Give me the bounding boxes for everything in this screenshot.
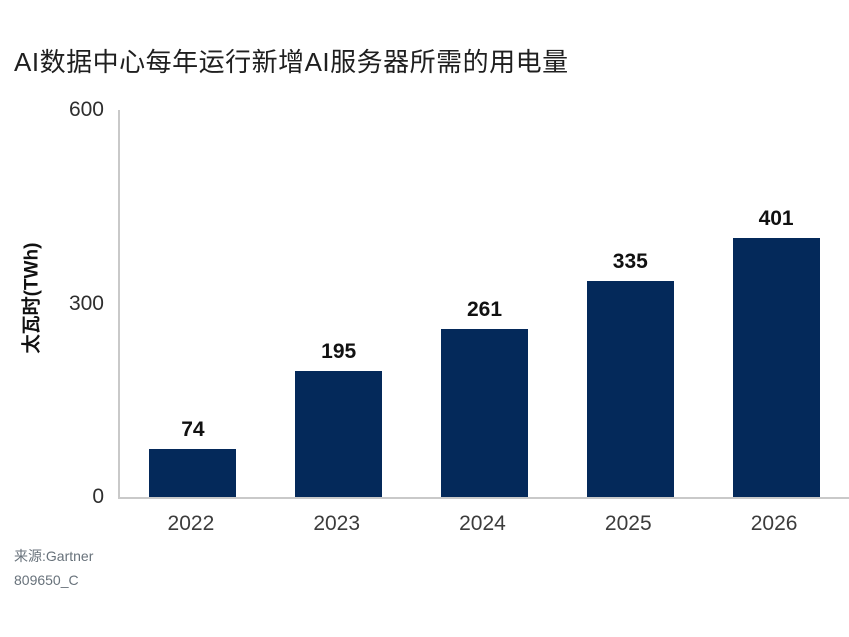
plot-area: 74 195 261 335 401 xyxy=(118,110,849,499)
bar-value-label: 195 xyxy=(321,340,357,364)
bar-group-2026: 401 xyxy=(703,208,849,497)
source-id: 809650_C xyxy=(14,571,79,588)
bar-2026 xyxy=(732,238,820,497)
x-label-2026: 2026 xyxy=(750,512,798,535)
y-tick-600: 600 xyxy=(68,98,104,121)
x-axis-labels: 2022 2023 2024 2025 2026 xyxy=(118,511,847,536)
chart-title: AI数据中心每年运行新增AI服务器所需的用电量 xyxy=(14,47,569,77)
y-tick-0: 0 xyxy=(92,485,104,508)
bar-value-label: 74 xyxy=(181,418,205,442)
x-label-2023: 2023 xyxy=(313,512,361,535)
bar-value-label: 401 xyxy=(758,207,794,231)
bar-2023 xyxy=(295,371,383,497)
bar-2022 xyxy=(149,449,237,497)
bar-value-label: 335 xyxy=(612,249,648,273)
bar-2025 xyxy=(586,280,674,497)
source-text: 来源:Gartner xyxy=(14,548,94,564)
bar-group-2022: 74 xyxy=(120,419,266,497)
bar-value-label: 261 xyxy=(466,297,503,321)
y-axis-ticks: 0 300 600 xyxy=(0,98,104,508)
x-label-2022: 2022 xyxy=(167,512,215,535)
y-tick-300: 300 xyxy=(68,291,104,315)
bar-group-2023: 195 xyxy=(266,341,412,497)
x-label-2024: 2024 xyxy=(459,512,506,535)
bar-group-2024: 261 xyxy=(412,299,558,497)
bar-group-2025: 335 xyxy=(557,251,703,497)
x-label-2025: 2025 xyxy=(604,512,652,535)
bar-2024 xyxy=(440,328,528,497)
source-block: 来源:Gartner 809650_C xyxy=(14,545,93,593)
